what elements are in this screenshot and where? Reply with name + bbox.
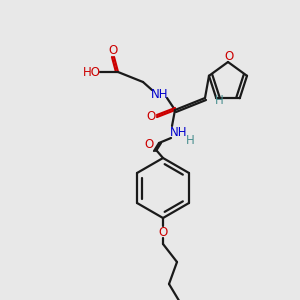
Text: H: H xyxy=(186,134,194,146)
Text: O: O xyxy=(108,44,118,56)
Text: O: O xyxy=(144,137,154,151)
Text: HO: HO xyxy=(83,65,101,79)
Text: NH: NH xyxy=(151,88,169,101)
Text: NH: NH xyxy=(170,125,188,139)
Text: O: O xyxy=(224,50,234,62)
Text: O: O xyxy=(158,226,168,238)
Text: H: H xyxy=(214,94,224,106)
Text: O: O xyxy=(146,110,156,124)
